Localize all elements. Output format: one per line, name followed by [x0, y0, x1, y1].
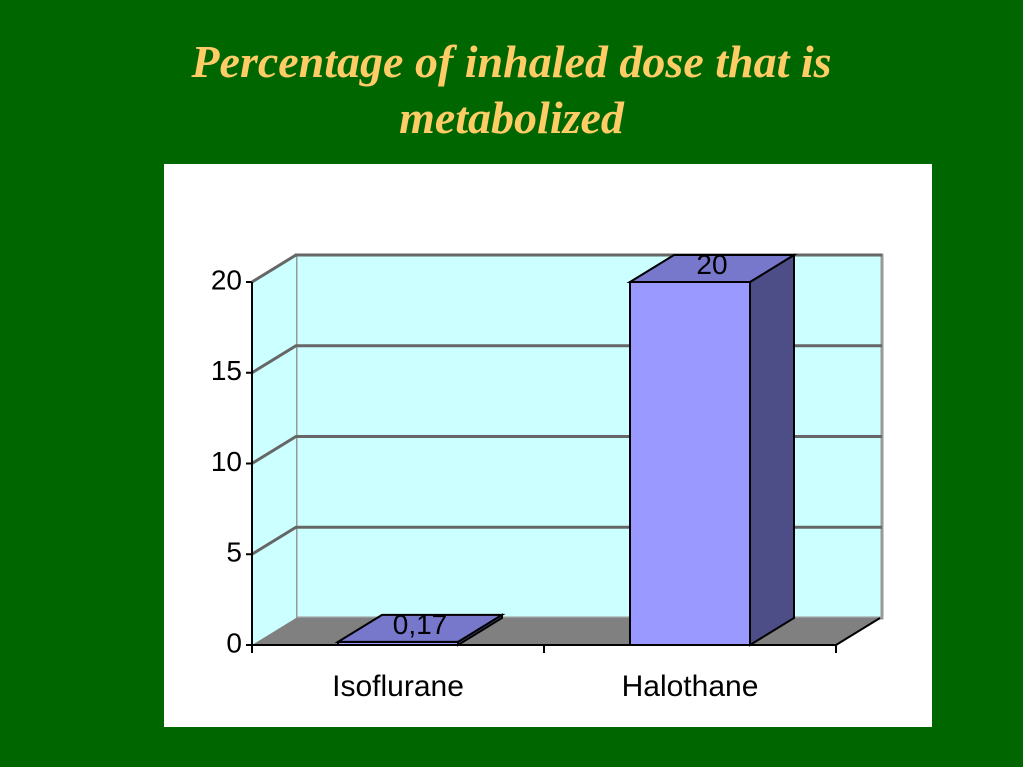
y-tick-label: 20: [211, 264, 242, 295]
chart-title: Percentage of inhaled dose that is metab…: [191, 36, 832, 143]
bar-top: [334, 613, 506, 643]
x-tick-label: Halothane: [622, 670, 759, 703]
y-tick-label: 15: [211, 355, 242, 386]
x-tick-label: Isoflurane: [332, 670, 464, 703]
bar: [629, 281, 751, 646]
value-label: 0,17: [393, 609, 448, 640]
y-tick-label: 5: [226, 537, 242, 568]
floor-edge: [835, 617, 881, 646]
bar-top: [626, 254, 798, 283]
bar-side: [749, 253, 795, 647]
value-label: 20: [696, 249, 727, 280]
y-tick-label: 0: [226, 627, 242, 658]
y-tick-label: 10: [211, 446, 242, 477]
